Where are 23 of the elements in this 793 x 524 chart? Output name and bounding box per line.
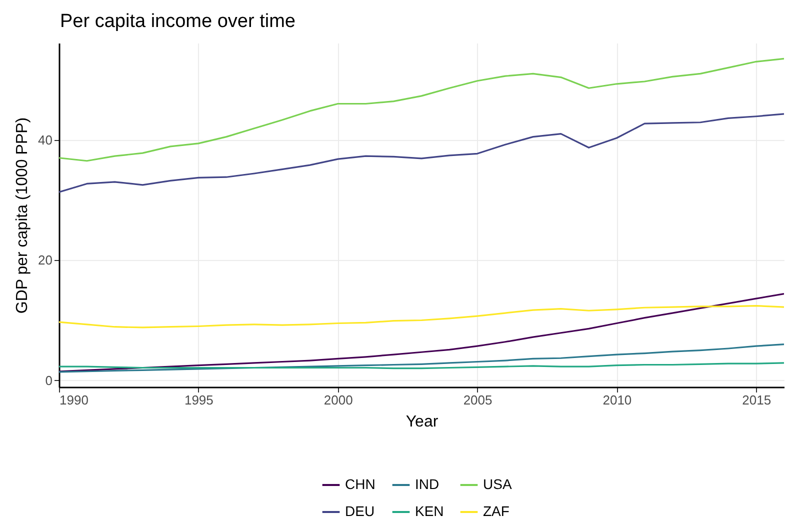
x-tick-label: 1990 [60, 392, 88, 408]
x-tick-label: 2000 [324, 392, 353, 408]
legend-label: CHN [345, 476, 376, 492]
line-series [59, 292, 784, 372]
legend-label: DEU [345, 503, 375, 519]
legend-label: ZAF [483, 503, 510, 519]
legend-label: IND [415, 476, 440, 492]
y-tick-label: 40 [38, 132, 52, 148]
chart-title: Per capita income over time [60, 11, 296, 32]
x-tick-label: 2015 [742, 392, 772, 408]
y-axis-title: GDP per capita (1000 PPP) [14, 117, 32, 314]
x-tick-label: 2010 [602, 392, 632, 408]
legend-label: KEN [415, 503, 444, 519]
y-tick-label: 20 [38, 252, 52, 268]
line-series [59, 344, 784, 373]
x-tick-label: 2005 [463, 392, 492, 408]
x-axis-title: Year [406, 414, 439, 430]
y-tick-label: 0 [45, 372, 52, 388]
line-series [59, 305, 784, 328]
line-series [59, 58, 784, 162]
legend-label: USA [483, 476, 512, 492]
x-tick-label: 1995 [184, 392, 214, 408]
line-series [59, 113, 784, 193]
